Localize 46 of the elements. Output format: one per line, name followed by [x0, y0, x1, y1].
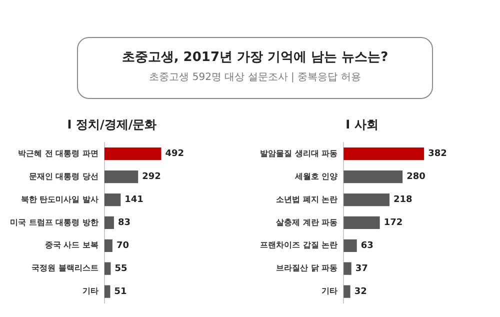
chart-title: I 사회 [346, 117, 378, 132]
y-tick-label: 기타 [82, 286, 98, 296]
data-label: 55 [114, 264, 128, 274]
y-tick-label: 문재인 대통령 당선 [28, 172, 98, 181]
bar [104, 262, 111, 275]
y-tick-label: 세월호 인양 [294, 172, 338, 181]
y-tick-label: 국정원 블랙리스트 [32, 264, 98, 273]
text: 초중고생 592명 대상 설문조사 | 중복응답 허용 [148, 71, 362, 84]
data-label: 292 [142, 172, 161, 182]
bar [344, 148, 424, 160]
bar [104, 193, 121, 206]
data-label: 32 [354, 286, 367, 297]
y-tick-label: 북한 탄도미사일 발사 [20, 194, 98, 204]
bar [344, 193, 390, 206]
y-tick-label: 브라질산 닭 파동 [276, 264, 338, 273]
y-tick-label: 미국 트럼프 대통령 방한 [10, 218, 98, 227]
data-label: 492 [165, 149, 184, 160]
y-tick-label: 프랜차이즈 갑질 논란 [260, 240, 338, 250]
bar [104, 239, 112, 252]
data-label: 382 [428, 149, 447, 160]
y-tick-label: 발암물질 생리대 파동 [260, 148, 338, 158]
bar [344, 285, 350, 298]
bar [104, 170, 138, 184]
bar [104, 216, 114, 230]
data-label: 83 [118, 218, 130, 228]
data-label: 280 [406, 172, 426, 182]
data-label: 37 [355, 264, 368, 274]
bar [104, 285, 110, 298]
y-tick-label: 소년법 폐지 논란 [276, 194, 338, 204]
y-tick-label: 박근혜 전 대통령 파면 [18, 148, 98, 158]
data-label: 70 [116, 240, 129, 251]
chart-title: I 정치/경제/문화 [67, 117, 157, 132]
y-tick-label: 중국 사드 보복 [44, 240, 98, 250]
bar [104, 148, 162, 160]
data-label: 141 [124, 195, 144, 206]
y-tick-label: 기타 [322, 286, 338, 296]
text: 초중고생, 2017년 가장 기억에 남는 뉴스는? [120, 49, 390, 66]
bar [344, 216, 380, 230]
bar [344, 239, 357, 252]
bar [344, 170, 403, 184]
data-label: 51 [114, 286, 127, 297]
data-label: 218 [394, 195, 412, 206]
data-label: 63 [360, 240, 374, 251]
data-label: 172 [384, 218, 403, 228]
bar [344, 262, 352, 275]
y-tick-label: 살충제 계란 파동 [276, 218, 338, 227]
